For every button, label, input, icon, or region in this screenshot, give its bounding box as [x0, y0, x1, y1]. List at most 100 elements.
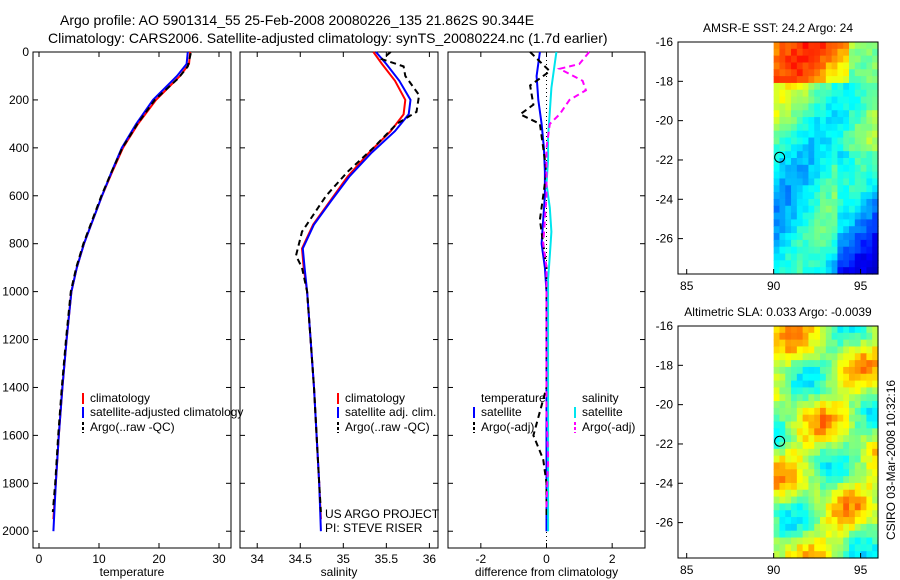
heatmap-cell: [796, 517, 804, 525]
heatmap-cell: [773, 503, 781, 511]
legend-label: Argo(..raw -QC): [90, 420, 175, 434]
heatmap-cell: [773, 469, 781, 477]
heatmap-cell: [831, 414, 839, 423]
heatmap-cell: [814, 455, 821, 464]
heatmap-cell: [773, 496, 781, 505]
heatmap-cell: [791, 503, 798, 511]
heatmap-cell: [796, 69, 804, 77]
heatmap-cell: [808, 366, 815, 375]
heatmap-cell: [808, 110, 815, 118]
heatmap-cell: [802, 76, 810, 84]
heatmap-cell: [785, 260, 792, 268]
heatmap-cell: [825, 544, 833, 552]
heatmap-cell: [808, 326, 815, 334]
heatmap-cell: [860, 219, 868, 227]
heatmap-cell: [814, 401, 821, 409]
heatmap-cell: [779, 178, 786, 186]
heatmap-cell: [808, 496, 815, 505]
heatmap-cell: [773, 339, 781, 348]
heatmap-cell: [849, 55, 856, 64]
heatmap-cell: [820, 517, 827, 525]
heatmap-cell: [872, 387, 879, 395]
heatmap-cell: [796, 551, 804, 559]
heatmap-cell: [791, 530, 798, 539]
heatmap-cell: [849, 407, 856, 416]
heatmap-cell: [808, 219, 815, 227]
heatmap-cell: [849, 89, 856, 98]
heatmap-cell: [779, 503, 786, 511]
series-line: [518, 51, 552, 520]
heatmap-cell: [825, 407, 833, 416]
x-tick-label: -2: [475, 552, 486, 566]
heatmap-cell: [866, 226, 873, 234]
heatmap-cell: [773, 192, 781, 200]
heatmap-cell: [849, 267, 856, 275]
heatmap-cell: [843, 455, 850, 464]
heatmap-cell: [779, 185, 786, 193]
heatmap-cell: [779, 192, 786, 200]
heatmap-cell: [860, 76, 868, 84]
heatmap-cell: [808, 246, 815, 255]
heatmap-cell: [854, 442, 862, 450]
heatmap-cell: [820, 428, 827, 436]
heatmap-cell: [814, 123, 821, 132]
legend-label: satellite-adjusted climatology: [90, 405, 243, 419]
heatmap-cell: [854, 158, 862, 166]
heatmap-cell: [843, 530, 850, 539]
heatmap-cell: [849, 253, 856, 261]
heatmap-cell: [825, 401, 833, 409]
heatmap-cell: [814, 239, 821, 248]
y-tick-label: 1600: [2, 428, 29, 442]
heatmap-cell: [814, 496, 821, 505]
heatmap-cell: [814, 544, 821, 552]
y-tick-label: 1200: [2, 333, 29, 347]
heatmap-cell: [843, 448, 850, 457]
heatmap-cell: [779, 253, 786, 261]
heatmap-cell: [825, 96, 833, 105]
heatmap-cell: [837, 117, 844, 125]
heatmap-cell: [825, 469, 833, 477]
heatmap-cell: [860, 164, 868, 173]
heatmap-cell: [860, 233, 868, 241]
heatmap-cell: [860, 82, 868, 91]
heatmap-cell: [854, 130, 862, 139]
heatmap-cell: [849, 151, 856, 159]
heatmap-cell: [854, 455, 862, 464]
heatmap-cell: [854, 219, 862, 227]
heatmap-cell: [773, 523, 781, 532]
heatmap-cell: [837, 103, 844, 111]
heatmap-cell: [854, 226, 862, 234]
heatmap-cell: [843, 517, 850, 525]
heatmap-cell: [837, 205, 844, 214]
heatmap-cell: [860, 442, 868, 450]
heatmap-cell: [849, 117, 856, 125]
heatmap-cell: [820, 164, 827, 173]
heatmap-cell: [796, 171, 804, 180]
heatmap-cell: [825, 171, 833, 180]
heatmap-cell: [814, 253, 821, 261]
heatmap-cell: [814, 448, 821, 457]
heatmap-cell: [802, 435, 810, 443]
heatmap-cell: [843, 346, 850, 354]
heatmap-cell: [866, 428, 873, 436]
heatmap-cell: [849, 551, 856, 559]
heatmap-cell: [837, 421, 844, 429]
heatmap-cell: [773, 428, 781, 436]
heatmap-cell: [831, 407, 839, 416]
heatmap-cell: [866, 137, 873, 145]
heatmap-cell: [785, 353, 792, 361]
heatmap-cell: [785, 267, 792, 275]
heatmap-cell: [860, 185, 868, 193]
heatmap-cell: [860, 253, 868, 261]
heatmap-cell: [796, 455, 804, 464]
heatmap-cell: [843, 69, 850, 77]
heatmap-cell: [785, 544, 792, 552]
heatmap-cell: [785, 158, 792, 166]
heatmap-cell: [843, 332, 850, 341]
heatmap-cell: [808, 407, 815, 416]
heatmap-cell: [785, 503, 792, 511]
heatmap-cell: [779, 421, 786, 429]
heatmap-cell: [837, 448, 844, 457]
heatmap-cell: [785, 130, 792, 139]
